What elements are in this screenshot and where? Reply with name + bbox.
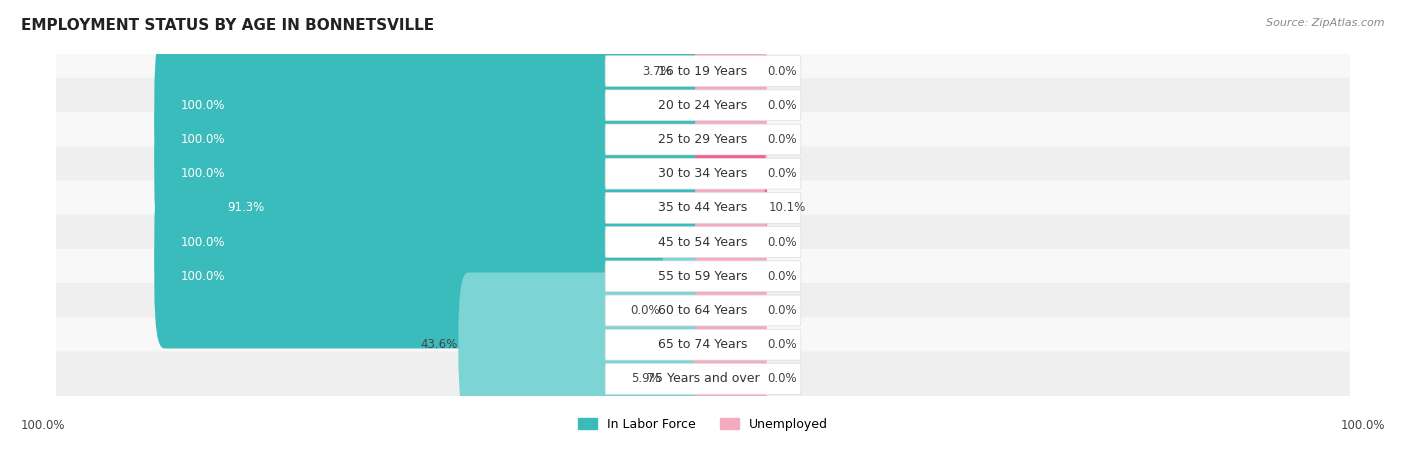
FancyBboxPatch shape xyxy=(55,44,1351,99)
Text: 0.0%: 0.0% xyxy=(768,99,797,112)
FancyBboxPatch shape xyxy=(661,238,713,382)
FancyBboxPatch shape xyxy=(693,170,766,314)
Text: 0.0%: 0.0% xyxy=(768,236,797,248)
FancyBboxPatch shape xyxy=(55,112,1351,167)
Text: 0.0%: 0.0% xyxy=(768,133,797,146)
Text: 0.0%: 0.0% xyxy=(768,373,797,385)
FancyBboxPatch shape xyxy=(693,307,766,450)
FancyBboxPatch shape xyxy=(693,273,766,417)
FancyBboxPatch shape xyxy=(605,124,801,155)
FancyBboxPatch shape xyxy=(693,0,766,143)
Legend: In Labor Force, Unemployed: In Labor Force, Unemployed xyxy=(578,418,828,431)
Text: 20 to 24 Years: 20 to 24 Years xyxy=(658,99,748,112)
Text: 3.7%: 3.7% xyxy=(643,65,672,77)
Text: 35 to 44 Years: 35 to 44 Years xyxy=(658,202,748,214)
Text: 100.0%: 100.0% xyxy=(1340,419,1385,432)
Text: Source: ZipAtlas.com: Source: ZipAtlas.com xyxy=(1267,18,1385,28)
Text: 100.0%: 100.0% xyxy=(21,419,66,432)
FancyBboxPatch shape xyxy=(693,33,766,177)
FancyBboxPatch shape xyxy=(55,78,1351,133)
Text: 5.9%: 5.9% xyxy=(631,373,661,385)
FancyBboxPatch shape xyxy=(605,364,801,394)
FancyBboxPatch shape xyxy=(55,317,1351,372)
Text: 0.0%: 0.0% xyxy=(768,167,797,180)
Text: 100.0%: 100.0% xyxy=(180,99,225,112)
Text: 0.0%: 0.0% xyxy=(768,338,797,351)
FancyBboxPatch shape xyxy=(605,90,801,121)
Text: 100.0%: 100.0% xyxy=(180,133,225,146)
FancyBboxPatch shape xyxy=(155,102,713,246)
Text: 65 to 74 Years: 65 to 74 Years xyxy=(658,338,748,351)
FancyBboxPatch shape xyxy=(155,204,713,348)
Text: 55 to 59 Years: 55 to 59 Years xyxy=(658,270,748,283)
FancyBboxPatch shape xyxy=(605,261,801,292)
FancyBboxPatch shape xyxy=(605,295,801,326)
Text: 75 Years and over: 75 Years and over xyxy=(647,373,759,385)
FancyBboxPatch shape xyxy=(55,351,1351,406)
FancyBboxPatch shape xyxy=(55,283,1351,338)
FancyBboxPatch shape xyxy=(693,102,766,246)
Text: EMPLOYMENT STATUS BY AGE IN BONNETSVILLE: EMPLOYMENT STATUS BY AGE IN BONNETSVILLE xyxy=(21,18,434,33)
Text: 100.0%: 100.0% xyxy=(180,167,225,180)
FancyBboxPatch shape xyxy=(661,307,713,450)
Text: 45 to 54 Years: 45 to 54 Years xyxy=(658,236,748,248)
Text: 0.0%: 0.0% xyxy=(768,270,797,283)
FancyBboxPatch shape xyxy=(605,329,801,360)
FancyBboxPatch shape xyxy=(605,227,801,257)
Text: 100.0%: 100.0% xyxy=(180,270,225,283)
FancyBboxPatch shape xyxy=(605,56,801,86)
FancyBboxPatch shape xyxy=(55,180,1351,235)
Text: 0.0%: 0.0% xyxy=(630,304,659,317)
FancyBboxPatch shape xyxy=(693,238,766,382)
Text: 0.0%: 0.0% xyxy=(768,304,797,317)
FancyBboxPatch shape xyxy=(55,249,1351,304)
FancyBboxPatch shape xyxy=(605,158,801,189)
FancyBboxPatch shape xyxy=(605,193,801,223)
Text: 16 to 19 Years: 16 to 19 Years xyxy=(658,65,748,77)
FancyBboxPatch shape xyxy=(673,0,713,143)
FancyBboxPatch shape xyxy=(55,146,1351,201)
FancyBboxPatch shape xyxy=(458,273,713,417)
FancyBboxPatch shape xyxy=(155,33,713,177)
Text: 60 to 64 Years: 60 to 64 Years xyxy=(658,304,748,317)
Text: 91.3%: 91.3% xyxy=(228,202,264,214)
Text: 30 to 34 Years: 30 to 34 Years xyxy=(658,167,748,180)
FancyBboxPatch shape xyxy=(693,136,768,280)
FancyBboxPatch shape xyxy=(693,68,766,211)
FancyBboxPatch shape xyxy=(155,170,713,314)
Text: 100.0%: 100.0% xyxy=(180,236,225,248)
FancyBboxPatch shape xyxy=(693,204,766,348)
Text: 10.1%: 10.1% xyxy=(768,202,806,214)
Text: 43.6%: 43.6% xyxy=(420,338,457,351)
FancyBboxPatch shape xyxy=(201,136,713,280)
Text: 25 to 29 Years: 25 to 29 Years xyxy=(658,133,748,146)
FancyBboxPatch shape xyxy=(155,68,713,211)
Text: 0.0%: 0.0% xyxy=(768,65,797,77)
FancyBboxPatch shape xyxy=(55,215,1351,270)
